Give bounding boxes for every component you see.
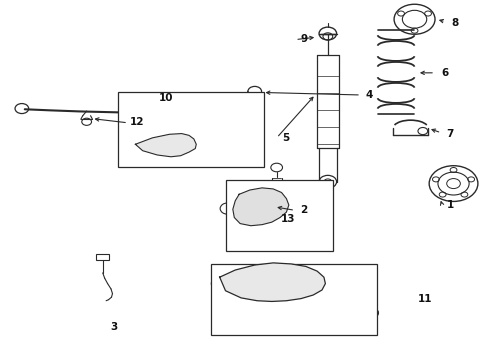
Polygon shape xyxy=(233,188,289,226)
Text: 9: 9 xyxy=(301,34,308,44)
Circle shape xyxy=(220,203,236,214)
Text: 1: 1 xyxy=(447,200,454,210)
Text: 4: 4 xyxy=(366,90,373,100)
Circle shape xyxy=(350,289,369,303)
Circle shape xyxy=(160,121,174,131)
Text: 13: 13 xyxy=(281,214,295,224)
Circle shape xyxy=(316,276,336,291)
Circle shape xyxy=(211,276,233,292)
Text: 5: 5 xyxy=(282,133,289,143)
Text: 11: 11 xyxy=(418,294,433,303)
Circle shape xyxy=(237,189,248,198)
Circle shape xyxy=(187,138,204,151)
Text: 2: 2 xyxy=(300,205,307,215)
Bar xyxy=(211,264,376,336)
Text: 8: 8 xyxy=(451,18,458,28)
Circle shape xyxy=(127,140,141,150)
Bar xyxy=(97,254,109,260)
Bar xyxy=(225,180,333,251)
Text: 10: 10 xyxy=(159,93,173,103)
Circle shape xyxy=(247,196,277,217)
Text: 7: 7 xyxy=(446,129,453,139)
Circle shape xyxy=(363,307,378,319)
Text: 12: 12 xyxy=(129,117,144,127)
Polygon shape xyxy=(135,134,196,157)
Polygon shape xyxy=(220,263,325,301)
Text: 6: 6 xyxy=(441,68,448,78)
Bar xyxy=(118,93,265,167)
Text: 3: 3 xyxy=(110,322,117,332)
